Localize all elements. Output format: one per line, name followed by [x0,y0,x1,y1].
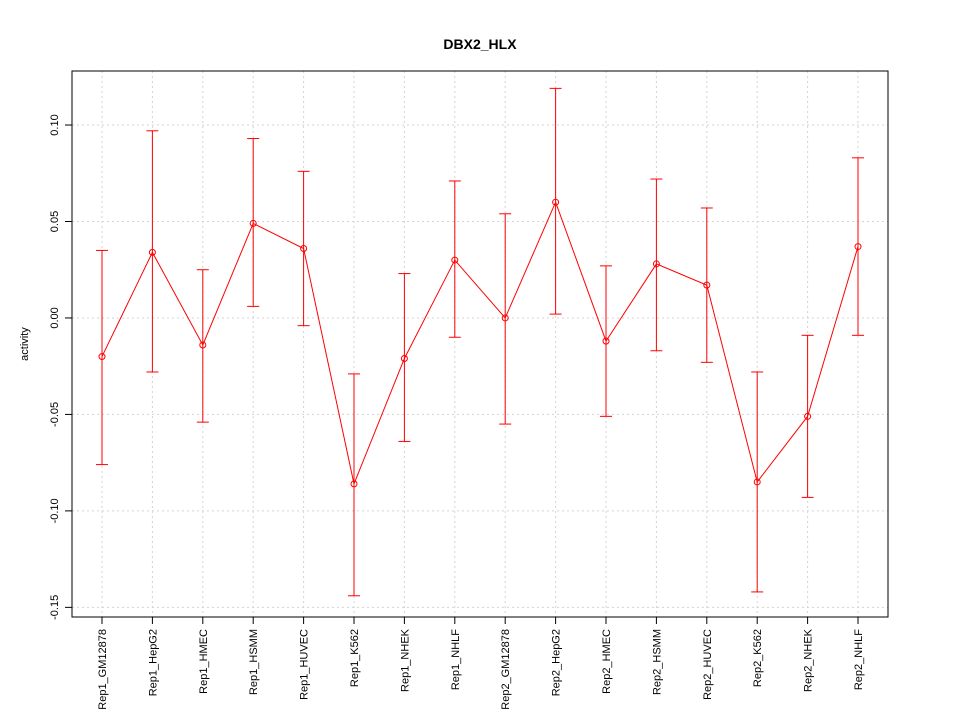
x-tick-label: Rep1_K562 [349,629,361,687]
data-point [199,341,207,349]
y-tick-label: 0.10 [49,114,61,135]
x-tick-label: Rep1_HepG2 [147,629,159,696]
data-point [804,412,812,420]
x-tick-label: Rep1_HMEC [198,629,210,694]
x-tick-label: Rep1_HSMM [248,629,260,695]
x-tick-label: Rep2_K562 [752,629,764,687]
data-point [249,219,257,227]
x-tick-label: Rep2_HMEC [601,629,613,694]
y-tick-label: -0.15 [49,595,61,620]
data-point [703,281,711,289]
grid [72,71,888,617]
data-point [400,354,408,362]
x-axis: Rep1_GM12878 Rep1_HepG2 Rep1_HMEC Rep1_HSMM… [97,617,865,710]
y-tick-label: 0.00 [49,307,61,328]
data-point [350,480,358,488]
data-point [753,478,761,486]
x-tick-label: Rep2_NHLF [853,629,865,690]
data-point [501,314,509,322]
data-point [602,337,610,345]
x-tick-label: Rep2_HSMM [651,629,663,695]
x-tick-label: Rep1_GM12878 [97,629,109,710]
data-point [148,248,156,256]
y-axis-label: activity [19,327,31,361]
y-axis: -0.15 -0.10 -0.05 0.00 0.05 0.10 [49,114,72,620]
series-line [101,200,859,486]
plot-frame [71,70,889,618]
x-tick-label: Rep2_HUVEC [702,629,714,700]
data-point [854,243,862,251]
data-point [98,353,106,361]
x-tick-label: Rep1_HUVEC [299,629,311,700]
x-tick-label: Rep2_HepG2 [551,629,563,696]
chart-title: DBX2_HLX [443,36,517,52]
data-point [451,256,459,264]
x-tick-label: Rep1_NHEK [399,628,411,692]
x-tick-label: Rep2_GM12878 [500,629,512,710]
data-point [652,260,660,268]
x-tick-label: Rep1_NHLF [450,629,462,690]
data-point [552,198,560,206]
x-tick-label: Rep2_NHEK [803,628,815,692]
y-tick-label: 0.05 [49,211,61,232]
y-tick-label: -0.05 [49,402,61,427]
series-layer [96,87,864,597]
data-point [300,244,308,252]
y-tick-label: -0.10 [49,498,61,523]
